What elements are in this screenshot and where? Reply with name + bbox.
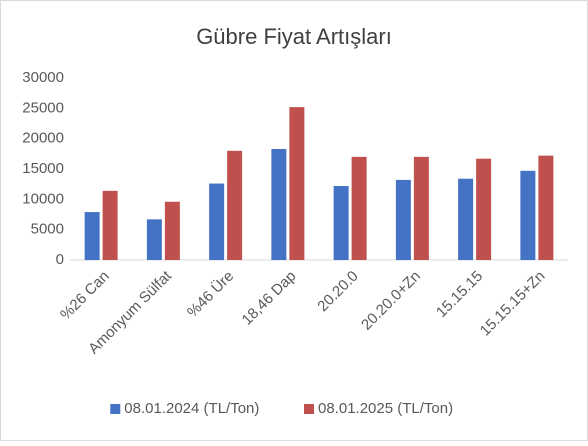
y-tick-label: 20000	[22, 130, 64, 147]
y-tick-label: 10000	[22, 190, 64, 207]
bar	[395, 179, 411, 260]
bar	[413, 156, 429, 260]
bar	[476, 158, 492, 260]
bar	[84, 212, 100, 260]
legend-label: 08.01.2025 (TL/Ton)	[318, 400, 453, 417]
bar	[458, 178, 474, 260]
bar	[271, 148, 287, 260]
bar	[227, 150, 243, 260]
legend-swatch	[304, 404, 314, 414]
y-tick-label: 25000	[22, 99, 64, 116]
bar	[333, 185, 349, 260]
bar	[209, 183, 225, 260]
bar	[146, 219, 162, 260]
y-tick-label: 15000	[22, 160, 64, 177]
bar	[351, 156, 367, 260]
y-tick-label: 30000	[22, 69, 64, 86]
y-tick-label: 5000	[31, 221, 64, 238]
bar	[520, 170, 536, 260]
legend-swatch	[110, 404, 121, 414]
bar	[538, 155, 554, 260]
bar	[102, 190, 118, 260]
chart-title: Gübre Fiyat Artışları	[196, 24, 392, 49]
bar	[289, 107, 305, 261]
bar	[164, 201, 180, 260]
y-tick-label: 0	[56, 251, 64, 268]
legend-label: 08.01.2024 (TL/Ton)	[124, 400, 259, 417]
